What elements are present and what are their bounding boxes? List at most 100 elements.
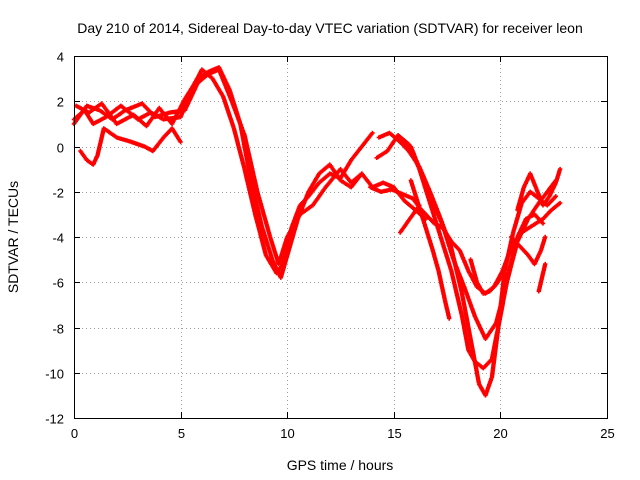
data-point-run (349, 145, 364, 163)
data-point-run (410, 203, 422, 217)
data-point-run (242, 133, 260, 193)
data-point-run (395, 137, 410, 153)
series-track-2 (73, 65, 364, 280)
data-point-run (481, 358, 493, 371)
data-point-run (210, 76, 225, 98)
y-tick-label: 4 (57, 50, 64, 65)
data-point-run (359, 130, 375, 149)
data-point-run (216, 67, 234, 102)
data-point-run (540, 208, 553, 222)
data-point-run (449, 246, 464, 295)
data-point-run (483, 322, 498, 341)
data-point-run (547, 181, 558, 199)
data-point-run (131, 112, 148, 128)
series-track-10 (368, 185, 563, 296)
data-point-run (285, 213, 302, 240)
data-point-run (195, 70, 210, 81)
series-track-1 (71, 67, 375, 276)
series-track-11 (398, 203, 422, 235)
data-point-run (521, 172, 532, 190)
data-point-run (91, 115, 107, 127)
grid-lines (74, 56, 607, 418)
series-track-4 (78, 126, 183, 167)
data-point-run (95, 127, 106, 158)
data-point-run (553, 166, 563, 185)
data-point-run (242, 166, 258, 216)
data-point-run (540, 195, 551, 208)
data-marks (71, 65, 563, 398)
data-point-run (359, 171, 374, 189)
y-tick-label: -8 (52, 322, 64, 337)
data-point-run (259, 223, 274, 261)
x-tick-label: 15 (387, 426, 401, 441)
x-tick-label: 25 (600, 426, 614, 441)
data-point-run (423, 212, 436, 225)
data-point-run (427, 189, 443, 220)
data-point-run (436, 268, 447, 301)
series-track-5 (376, 130, 558, 341)
x-axis-label: GPS time / hours (287, 457, 394, 473)
data-point-run (123, 101, 143, 113)
data-point-run (528, 189, 540, 200)
data-point-run (297, 204, 314, 217)
series-track-14 (536, 261, 548, 294)
series-track-12 (515, 166, 563, 213)
data-point-run (440, 225, 453, 243)
data-point-run (310, 186, 327, 208)
data-point-run (470, 347, 481, 385)
data-point-run (263, 252, 278, 275)
data-point-run (538, 272, 545, 285)
data-point-run (110, 109, 127, 122)
y-axis-label: SDTVAR / TECUs (5, 181, 21, 293)
data-point-run (483, 285, 495, 296)
data-point-run (508, 234, 521, 248)
data-point-run (466, 268, 479, 288)
data-point-run (167, 108, 186, 115)
data-point-run (101, 126, 118, 139)
data-point-run (534, 187, 545, 207)
data-point-run (278, 247, 292, 280)
data-point-run (517, 243, 530, 257)
data-point-run (532, 249, 543, 267)
data-point-run (404, 213, 415, 226)
data-point-run (276, 236, 289, 267)
y-tick-label: -10 (45, 367, 64, 382)
y-tick-label: 2 (57, 95, 64, 110)
data-point-run (417, 164, 432, 193)
data-point-run (545, 194, 558, 208)
data-point-run (229, 99, 247, 136)
data-point-run (182, 77, 200, 102)
x-tick-label: 10 (280, 426, 294, 441)
data-point-run (221, 94, 236, 130)
data-point-run (378, 187, 393, 194)
series-track-9 (468, 257, 503, 296)
data-point-run (169, 126, 183, 145)
data-point-run (195, 72, 210, 86)
data-point-run (459, 291, 475, 351)
series-track-8 (408, 178, 452, 321)
data-point-run (182, 82, 200, 113)
data-point-run (500, 247, 513, 274)
data-point-run (515, 186, 526, 213)
data-point-run (489, 326, 501, 380)
x-tick-label: 5 (178, 426, 185, 441)
data-point-run (374, 149, 389, 160)
data-point-run (338, 166, 353, 184)
data-point-run (317, 172, 331, 185)
data-point-run (538, 234, 548, 253)
data-point-run (97, 108, 114, 121)
data-point-run (152, 110, 171, 120)
y-tick-label: -4 (52, 231, 64, 246)
data-point-run (496, 270, 507, 330)
data-point-run (114, 113, 135, 127)
data-point-run (491, 270, 504, 289)
data-point-run (406, 148, 421, 168)
series-track-13 (508, 234, 548, 267)
data-point-run (78, 148, 89, 161)
data-point-run (528, 171, 539, 191)
data-point-run (449, 239, 461, 252)
data-point-run (474, 284, 487, 295)
data-point-run (457, 248, 470, 272)
data-point-run (402, 198, 417, 211)
